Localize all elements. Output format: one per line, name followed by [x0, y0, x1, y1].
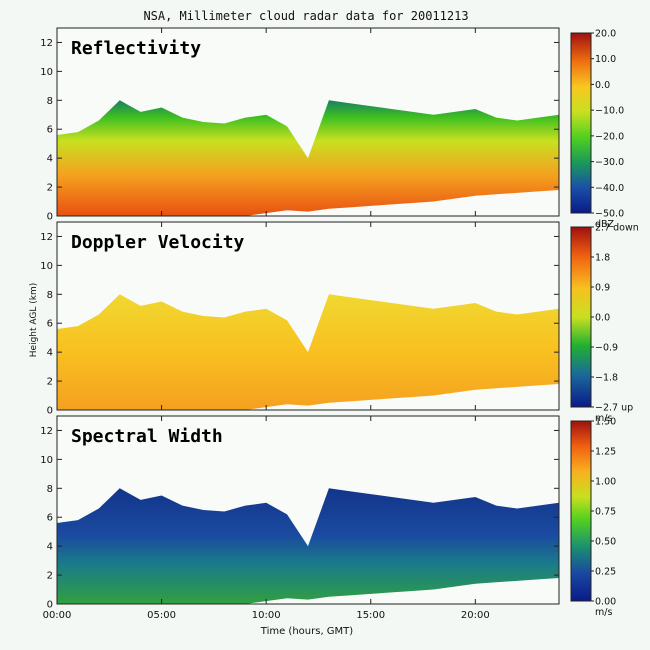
y-tick-label: 6: [47, 125, 53, 136]
cloud-echo-area: [57, 294, 559, 410]
y-tick-label: 2: [47, 571, 53, 582]
x-tick-label: 15:00: [356, 610, 385, 621]
x-axis-label: Time (hours, GMT): [260, 626, 354, 637]
colorbar-label: −1.8: [595, 373, 618, 384]
colorbar-label: −30.0: [595, 157, 624, 168]
panel-title: Spectral Width: [71, 426, 223, 447]
y-tick-label: 0: [47, 406, 53, 417]
y-tick-label: 6: [47, 513, 53, 524]
y-tick-label: 0: [47, 212, 53, 223]
y-tick-label: 8: [47, 290, 53, 301]
y-tick-label: 12: [40, 38, 53, 49]
panel-doppler-velocity: 0 2 4 6 8 10 12 Doppler Velocity 2.7 down 1.8 0.9 0…: [40, 221, 639, 424]
colorbar-label: 10.0: [595, 54, 616, 65]
x-tick-label: 05:00: [147, 610, 176, 621]
x-tick-label: 20:00: [461, 610, 490, 621]
colorbar: [570, 420, 592, 602]
cloud-echo-area: [57, 488, 559, 604]
panel-title: Doppler Velocity: [71, 232, 245, 253]
x-tick-label: 10:00: [252, 610, 281, 621]
colorbar-unit: m/s: [595, 607, 612, 618]
colorbar-label: 1.50: [595, 417, 616, 428]
y-tick-label: 10: [40, 261, 53, 272]
colorbar-label: −10.0: [595, 106, 624, 117]
colorbar-label: 0.75: [595, 507, 616, 518]
y-tick-label: 8: [47, 96, 53, 107]
y-tick-label: 2: [47, 377, 53, 388]
y-tick-label: 4: [47, 348, 53, 359]
colorbar-label: 0.9: [595, 283, 610, 294]
colorbar-label: −40.0: [595, 183, 624, 194]
panel-reflectivity: 0 2 4 6 8 10 12 Reflectivity 20.0 10.0 0.0 −10.0 −20…: [40, 27, 624, 230]
x-tick-label: 00:00: [43, 610, 72, 621]
panel-spectral-width: 0 2 4 6 8 10 12 00:00 05:00 10:00 15:00 20:00 Spectr…: [40, 415, 616, 621]
colorbar-label: −2.7 up: [595, 403, 633, 414]
y-tick-label: 0: [47, 600, 53, 611]
plot-frame: [56, 415, 560, 605]
cloud-echo-area: [57, 100, 559, 216]
colorbar-label: 1.25: [595, 447, 616, 458]
plot-frame: [56, 27, 560, 217]
colorbar-label: 1.00: [595, 477, 616, 488]
colorbar-label: 0.00: [595, 597, 616, 608]
y-tick-label: 12: [40, 426, 53, 437]
colorbar-label: 2.7 down: [595, 223, 639, 234]
colorbar-label: 1.8: [595, 253, 610, 264]
figure-title: NSA, Millimeter cloud radar data for 200…: [143, 9, 468, 23]
panel-title: Reflectivity: [71, 38, 201, 59]
colorbar-label: −50.0: [595, 209, 624, 220]
colorbar: [570, 226, 592, 408]
colorbar-unit: dBZ: [595, 219, 615, 230]
y-tick-label: 4: [47, 542, 53, 553]
y-axis-label: Height AGL (km): [29, 283, 39, 357]
colorbar-label: 20.0: [595, 29, 616, 40]
colorbar-unit: m/s: [595, 413, 612, 424]
y-tick-label: 6: [47, 319, 53, 330]
y-tick-label: 8: [47, 484, 53, 495]
y-tick-label: 10: [40, 455, 53, 466]
colorbar-label: 0.50: [595, 537, 616, 548]
y-tick-label: 12: [40, 232, 53, 243]
y-tick-label: 4: [47, 154, 53, 165]
colorbar-label: 0.0: [595, 80, 610, 91]
colorbar-label: −0.9: [595, 343, 618, 354]
plot-frame: [56, 221, 560, 411]
colorbar: [570, 32, 592, 214]
colorbar-label: 0.25: [595, 567, 616, 578]
y-tick-label: 10: [40, 67, 53, 78]
colorbar-label: −20.0: [595, 131, 624, 142]
colorbar-label: 0.0: [595, 313, 610, 324]
y-tick-label: 2: [47, 183, 53, 194]
